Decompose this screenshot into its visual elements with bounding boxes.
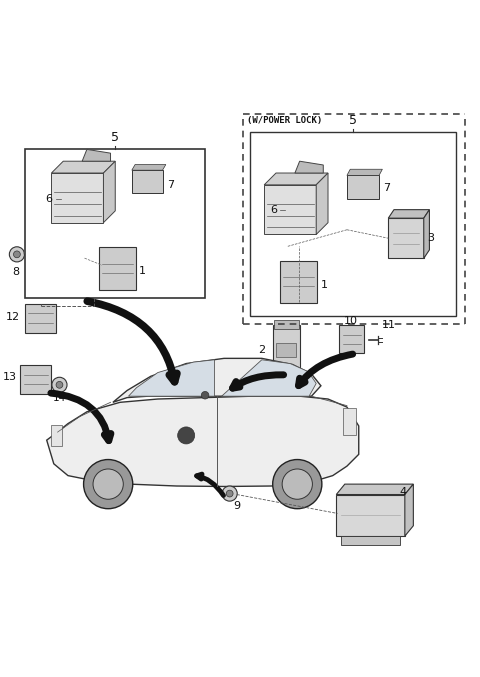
FancyBboxPatch shape	[339, 326, 364, 353]
Text: 13: 13	[3, 372, 17, 383]
Polygon shape	[336, 484, 413, 494]
Circle shape	[282, 469, 312, 499]
FancyBboxPatch shape	[20, 365, 51, 394]
Polygon shape	[222, 359, 316, 396]
Text: 11: 11	[382, 320, 396, 330]
Bar	[276, 343, 296, 357]
Text: (W/POWER LOCK): (W/POWER LOCK)	[247, 116, 322, 125]
Circle shape	[222, 486, 237, 501]
Text: 6: 6	[46, 194, 53, 204]
FancyArrowPatch shape	[232, 375, 284, 388]
Polygon shape	[405, 484, 413, 536]
Polygon shape	[424, 210, 430, 259]
Bar	[347, 175, 379, 199]
Bar	[341, 536, 400, 544]
Text: 8: 8	[12, 267, 20, 277]
Text: 6: 6	[270, 205, 277, 215]
Circle shape	[13, 251, 20, 258]
Polygon shape	[264, 173, 328, 185]
Polygon shape	[388, 210, 430, 218]
FancyArrowPatch shape	[51, 393, 111, 441]
Bar	[51, 424, 62, 446]
Circle shape	[273, 460, 322, 508]
Text: 5: 5	[111, 131, 119, 144]
Circle shape	[52, 377, 67, 393]
Text: 1: 1	[139, 266, 146, 276]
Bar	[132, 170, 163, 193]
Bar	[336, 494, 405, 536]
Polygon shape	[103, 161, 115, 223]
FancyBboxPatch shape	[280, 261, 317, 303]
Bar	[343, 408, 356, 435]
Text: 2: 2	[258, 345, 265, 355]
Bar	[25, 150, 205, 299]
Polygon shape	[347, 169, 383, 175]
Polygon shape	[51, 173, 103, 223]
Text: 9: 9	[233, 501, 240, 511]
Text: 4: 4	[400, 487, 407, 497]
Polygon shape	[113, 358, 321, 402]
Polygon shape	[295, 161, 324, 173]
Text: 1: 1	[321, 280, 328, 290]
Circle shape	[56, 381, 63, 388]
Bar	[250, 133, 456, 315]
FancyArrowPatch shape	[299, 354, 353, 386]
FancyBboxPatch shape	[99, 248, 136, 290]
Circle shape	[84, 460, 133, 508]
FancyArrowPatch shape	[197, 474, 224, 496]
Polygon shape	[264, 185, 316, 234]
Bar	[273, 325, 300, 374]
Text: 3: 3	[427, 234, 434, 243]
Text: 14: 14	[53, 393, 66, 403]
Text: 7: 7	[167, 180, 174, 190]
Circle shape	[226, 490, 233, 497]
FancyArrowPatch shape	[87, 301, 177, 382]
Polygon shape	[129, 359, 215, 396]
Text: 10: 10	[344, 316, 358, 326]
Circle shape	[9, 247, 24, 262]
Polygon shape	[47, 396, 359, 487]
Text: 12: 12	[6, 311, 20, 322]
Polygon shape	[132, 165, 166, 170]
Bar	[388, 218, 424, 259]
Polygon shape	[51, 161, 115, 173]
Bar	[274, 320, 299, 329]
FancyBboxPatch shape	[25, 303, 56, 333]
Circle shape	[93, 469, 123, 499]
Circle shape	[178, 427, 195, 444]
Text: 7: 7	[384, 183, 390, 193]
Polygon shape	[316, 173, 328, 234]
Circle shape	[201, 391, 209, 399]
Polygon shape	[82, 150, 110, 161]
Text: 5: 5	[349, 114, 357, 127]
